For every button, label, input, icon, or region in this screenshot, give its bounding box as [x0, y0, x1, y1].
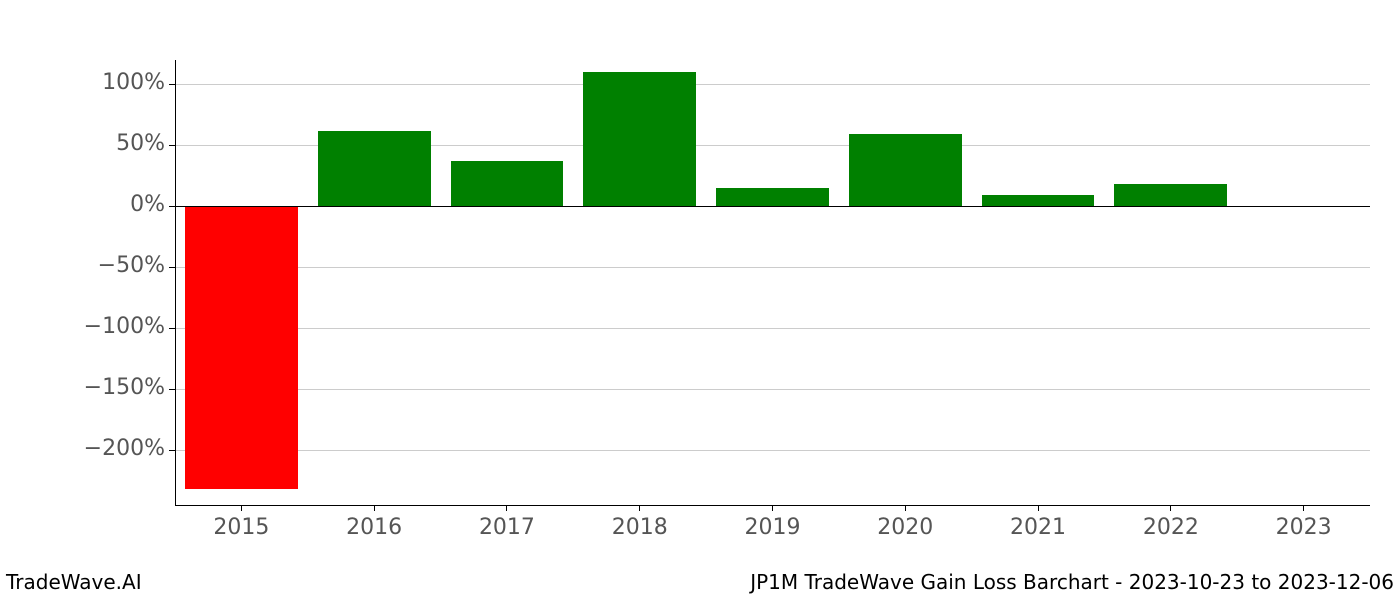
x-tick [241, 505, 242, 511]
bar-2022 [1114, 184, 1227, 206]
y-tick-label: −200% [75, 436, 165, 461]
x-tick [506, 505, 507, 511]
x-tick-label: 2020 [877, 515, 933, 540]
x-tick [772, 505, 773, 511]
bar-2019 [716, 188, 829, 206]
bar-2020 [849, 134, 962, 206]
bar-2018 [583, 72, 696, 206]
y-tick [169, 145, 175, 146]
gridline [175, 450, 1370, 451]
y-tick [169, 450, 175, 451]
x-tick-label: 2019 [745, 515, 801, 540]
y-tick-label: −100% [75, 314, 165, 339]
x-tick [1303, 505, 1304, 511]
x-tick-label: 2015 [213, 515, 269, 540]
x-tick-label: 2023 [1276, 515, 1332, 540]
gridline [175, 389, 1370, 390]
bottom-spine [175, 505, 1370, 506]
x-tick-label: 2016 [346, 515, 402, 540]
y-tick [169, 267, 175, 268]
x-tick [1170, 505, 1171, 511]
bar-2021 [982, 195, 1095, 206]
y-tick [169, 206, 175, 207]
y-tick [169, 389, 175, 390]
y-tick-label: 50% [75, 131, 165, 156]
y-tick-label: −150% [75, 375, 165, 400]
bar-2017 [451, 161, 564, 206]
gridline [175, 328, 1370, 329]
x-tick [374, 505, 375, 511]
bar-2016 [318, 131, 431, 207]
left-spine [175, 60, 176, 505]
x-tick-label: 2022 [1143, 515, 1199, 540]
x-tick-label: 2018 [612, 515, 668, 540]
footer-left-text: TradeWave.AI [6, 570, 142, 594]
x-tick-label: 2017 [479, 515, 535, 540]
y-tick-label: 100% [75, 70, 165, 95]
gridline [175, 84, 1370, 85]
x-tick [1038, 505, 1039, 511]
x-axis-line [175, 206, 1370, 207]
x-tick [905, 505, 906, 511]
y-tick [169, 84, 175, 85]
y-tick-label: 0% [75, 192, 165, 217]
footer-right-text: JP1M TradeWave Gain Loss Barchart - 2023… [750, 570, 1394, 594]
x-tick-label: 2021 [1010, 515, 1066, 540]
y-tick [169, 328, 175, 329]
gridline [175, 267, 1370, 268]
bar-2015 [185, 206, 298, 489]
x-tick [639, 505, 640, 511]
y-tick-label: −50% [75, 253, 165, 278]
gain-loss-barchart: −200% −150% −100% −50% 0% 50% 100% 2015 2016 2017… [0, 0, 1400, 600]
